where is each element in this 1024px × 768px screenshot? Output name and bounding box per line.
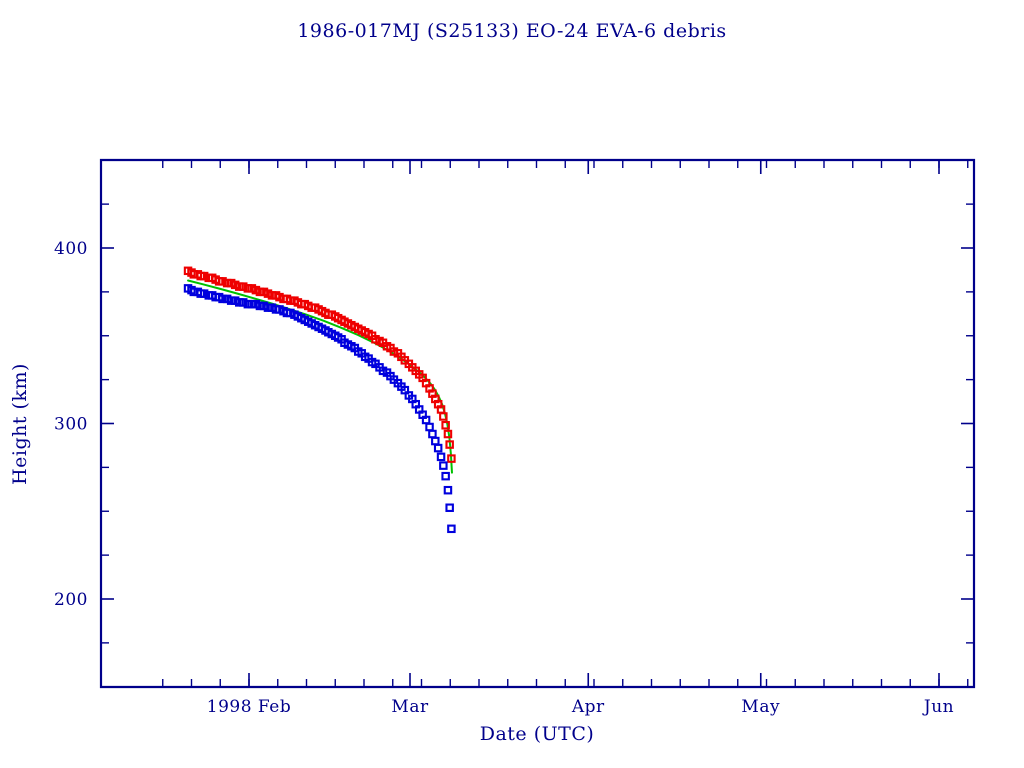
data-point-perigee [443,485,453,495]
data-point-apogee [445,440,454,449]
data-point-perigee [439,461,448,470]
data-point-perigee [447,524,456,534]
data-point-perigee [441,471,450,481]
data-point-perigee [218,294,227,304]
y-tick-label: 300 [54,415,88,435]
y-tick-label: 400 [54,239,88,259]
x-axis-ticks [162,160,969,687]
data-point-perigee [433,443,443,453]
y-axis-ticks [101,159,974,688]
data-point-perigee [436,452,446,462]
x-tick-label: 1998 Feb [207,697,291,717]
y-axis-tick-labels: 400 300 200 [54,239,88,610]
data-point-apogee [199,271,209,281]
x-tick-label: Apr [571,697,605,717]
series-perigee-markers [183,284,456,534]
x-tick-label: May [741,697,780,717]
data-point-perigee [199,289,209,298]
data-point-apogee [441,421,450,430]
x-axis-tick-labels: 1998 Feb Mar Apr May Jun [207,697,954,717]
data-point-apogee [447,454,456,463]
x-tick-label: Mar [391,697,429,717]
data-point-perigee [445,503,454,512]
y-tick-label: 200 [54,590,88,610]
data-point-perigee [239,298,248,307]
data-point-apogee [218,277,227,286]
data-point-apogee [439,412,448,421]
data-point-apogee [443,429,453,439]
series-apogee-markers [183,266,456,463]
data-point-apogee [239,282,248,291]
x-axis-title: Date (UTC) [480,723,595,745]
chart-title: 1986-017MJ (S25133) EO-24 EVA-6 debris [297,20,726,42]
x-tick-label: Jun [922,697,954,717]
y-axis-title: Height (km) [9,363,31,485]
